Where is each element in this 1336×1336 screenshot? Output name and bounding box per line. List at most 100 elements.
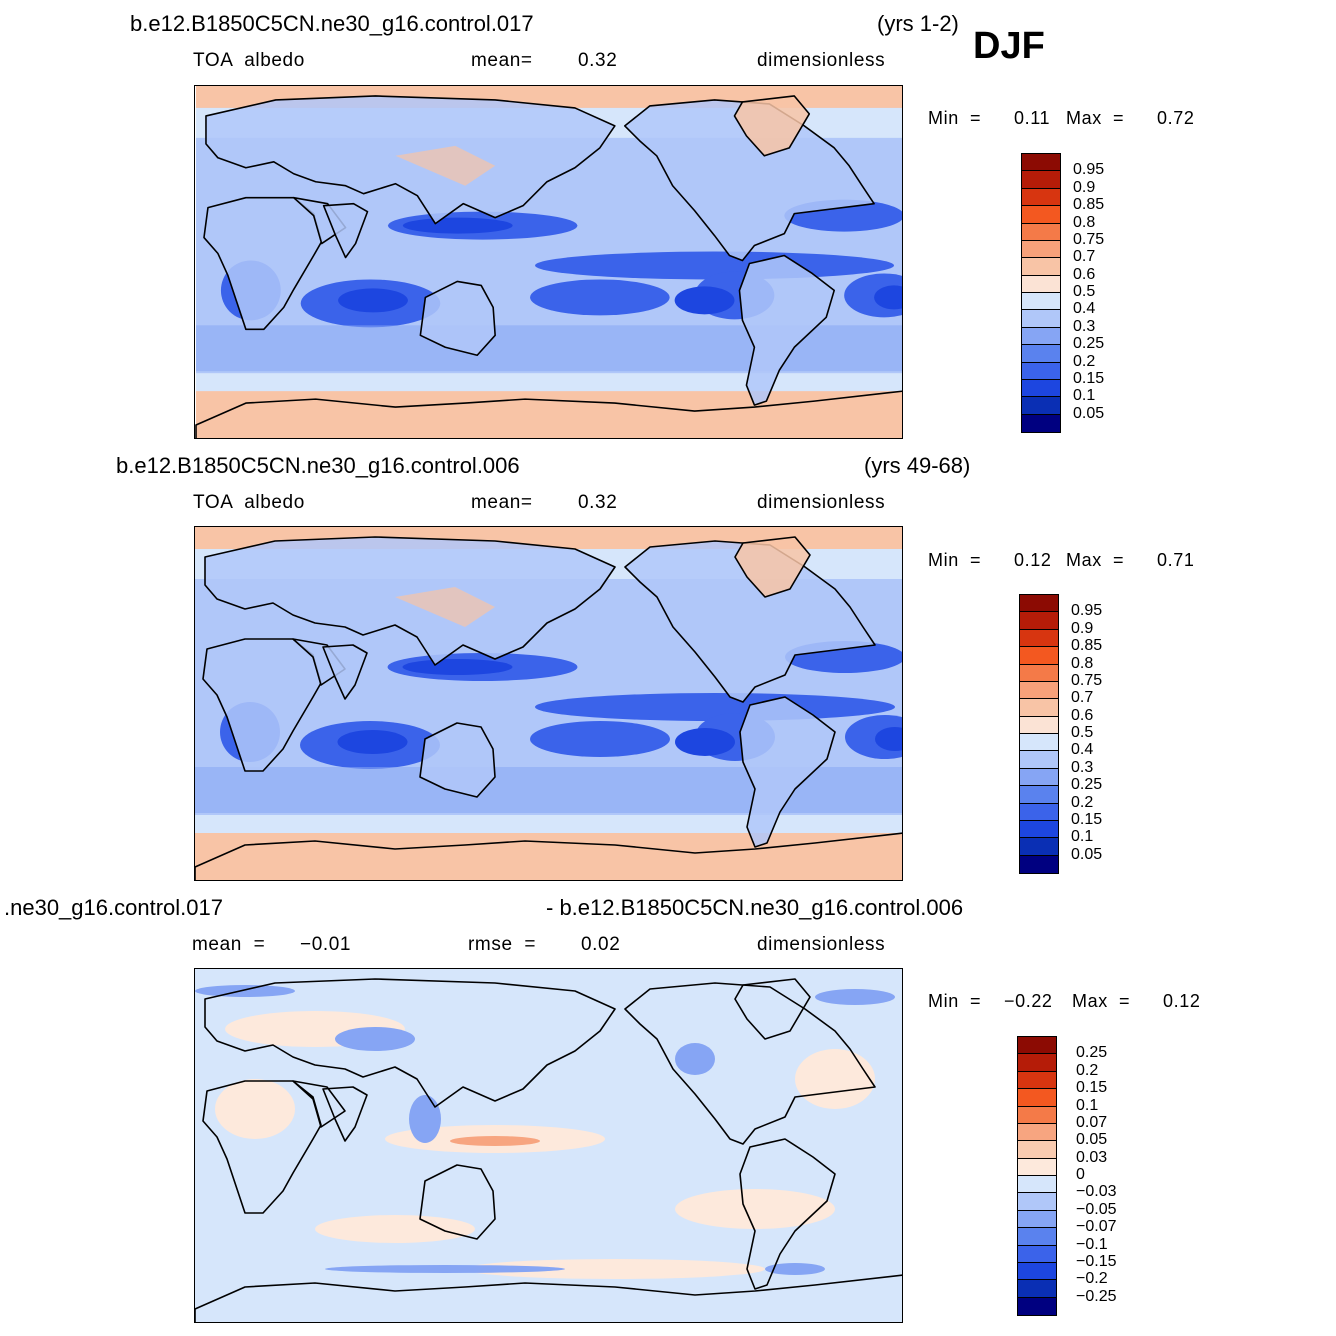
- coastline-australia: [419, 280, 496, 357]
- field-negative-diff: [325, 1265, 565, 1273]
- field-lowest-albedo: [874, 285, 902, 310]
- colorbar-segment: [1020, 629, 1058, 648]
- panel1-max-label: Max =: [1066, 108, 1125, 128]
- colorbar-segment: [1020, 664, 1058, 682]
- colorbar-tick-label: 0.25: [1076, 1044, 1108, 1062]
- field-negative-diff: [815, 989, 895, 1005]
- colorbar-segment: [1022, 293, 1060, 311]
- colorbar-segment: [1018, 1106, 1056, 1124]
- colorbar-tick-label: −0.2: [1076, 1270, 1108, 1288]
- season-label: DJF: [973, 25, 1045, 67]
- colorbar-segment: [1018, 1037, 1056, 1055]
- panel1-max-value: 0.72: [1157, 108, 1195, 128]
- colorbar-tick-label: 0.6: [1071, 706, 1094, 724]
- colorbar-segment: [1018, 1297, 1056, 1315]
- panel3-mean-value: −0.01: [300, 934, 352, 955]
- colorbar-tick-label: 0.3: [1073, 317, 1096, 335]
- colorbar-segment: [1020, 838, 1058, 856]
- panel3-rmse-value: 0.02: [581, 934, 621, 955]
- colorbar-tick-label: 0.9: [1071, 619, 1094, 637]
- coastline-australia: [419, 1164, 496, 1240]
- panel1-map: [194, 85, 903, 439]
- colorbar-tick-label: −0.03: [1076, 1183, 1117, 1201]
- field-south-mid: [196, 373, 902, 392]
- field-negative-diff: [335, 1027, 415, 1051]
- colorbar-tick-label: 0.4: [1073, 300, 1096, 318]
- coastline-europe-asia: [204, 978, 616, 1108]
- colorbar-tick-label: 0.95: [1071, 602, 1103, 620]
- colorbar-segment: [1020, 647, 1058, 665]
- colorbar-segment: [1022, 275, 1060, 293]
- panel3-mean-label: mean =: [192, 934, 266, 955]
- coastline-south-america: [739, 696, 836, 848]
- colorbar-segment: [1022, 188, 1060, 207]
- colorbar-segment: [1020, 681, 1058, 700]
- colorbar-tick-label: 0.7: [1071, 689, 1094, 707]
- colorbar-tick-label: 0: [1076, 1166, 1085, 1183]
- colorbar-segment: [1020, 716, 1058, 734]
- field-positive-diff: [315, 1215, 475, 1243]
- colorbar-tick-label: 0.9: [1073, 178, 1096, 196]
- colorbar-tick-label: 0.05: [1073, 404, 1105, 422]
- panel3-rmse-label: rmse =: [468, 934, 537, 955]
- colorbar-tick-label: 0.1: [1071, 828, 1094, 846]
- colorbar-segment: [1020, 803, 1058, 821]
- colorbar-tick-label: −0.07: [1076, 1218, 1117, 1236]
- panel1-min-label: Min =: [928, 108, 982, 128]
- colorbar-segment: [1020, 786, 1058, 804]
- field-south-mid: [195, 815, 902, 833]
- colorbar-segment: [1022, 223, 1060, 241]
- colorbar-tick-label: 0.1: [1076, 1096, 1099, 1114]
- panel2-case-label: b.e12.B1850C5CN.ne30_g16.control.006: [116, 453, 520, 478]
- coastline-india: [322, 1086, 368, 1142]
- colorbar-tick-label: 0.8: [1073, 213, 1096, 231]
- colorbar-tick-label: 0.75: [1073, 230, 1105, 248]
- panel2-mean-value: 0.32: [578, 492, 618, 513]
- colorbar-segment: [1020, 734, 1058, 752]
- field-lowest-albedo: [337, 730, 408, 754]
- field-tibet-high: [395, 587, 495, 627]
- field-positive-diff: [215, 1079, 295, 1139]
- coastline-greenland: [734, 978, 811, 1040]
- coastline-antarctica: [195, 390, 902, 438]
- colorbar-tick-label: 0.85: [1073, 196, 1105, 214]
- colorbar-tick-label: −0.25: [1076, 1287, 1117, 1305]
- panel1-units: dimensionless: [757, 50, 886, 71]
- panel3-units: dimensionless: [757, 934, 886, 955]
- panel1-years: (yrs 1-2): [877, 11, 959, 36]
- coastline-south-america: [739, 1138, 836, 1290]
- colorbar-segment: [1018, 1158, 1056, 1176]
- panel1-variable: TOA albedo: [193, 50, 305, 71]
- coastline-arabia: [292, 196, 347, 245]
- colorbar-tick-label: 0.7: [1073, 248, 1096, 266]
- colorbar-segment: [1022, 414, 1060, 432]
- colorbar-segment: [1022, 345, 1060, 363]
- field-lowest-albedo: [338, 288, 408, 313]
- colorbar-segment: [1018, 1123, 1056, 1142]
- colorbar-segment: [1020, 768, 1058, 787]
- panel2-colorbar: [1019, 594, 1059, 874]
- colorbar-tick-label: 0.4: [1071, 741, 1094, 759]
- panel1-case-label: b.e12.B1850C5CN.ne30_g16.control.017: [130, 11, 534, 36]
- colorbar-segment: [1018, 1245, 1056, 1263]
- panel1-min-value: 0.11: [1014, 108, 1051, 128]
- field-positive-diff: [465, 1259, 765, 1279]
- field-lowest-albedo: [402, 217, 513, 234]
- field-negative-diff: [195, 985, 295, 997]
- colorbar-tick-label: 0.15: [1071, 810, 1103, 828]
- panel2-mean-label: mean=: [471, 492, 533, 513]
- panel2-max-value: 0.71: [1157, 550, 1195, 570]
- colorbar-tick-label: 0.25: [1071, 776, 1103, 794]
- field-low-albedo: [530, 279, 670, 316]
- colorbar-tick-label: 0.25: [1073, 335, 1105, 353]
- panel3-case-label: .ne30_g16.control.017: [4, 895, 223, 920]
- panel1-mean-value: 0.32: [578, 50, 618, 71]
- panel3-max-value: 0.12: [1163, 991, 1201, 1011]
- colorbar-tick-label: 0.05: [1071, 845, 1103, 863]
- colorbar-tick-label: 0.8: [1071, 654, 1094, 672]
- panel2-units: dimensionless: [757, 492, 886, 513]
- panel3-max-label: Max =: [1072, 991, 1131, 1011]
- coastline-greenland: [733, 95, 811, 157]
- colorbar-segment: [1018, 1089, 1056, 1107]
- coastline-arabia: [292, 638, 346, 686]
